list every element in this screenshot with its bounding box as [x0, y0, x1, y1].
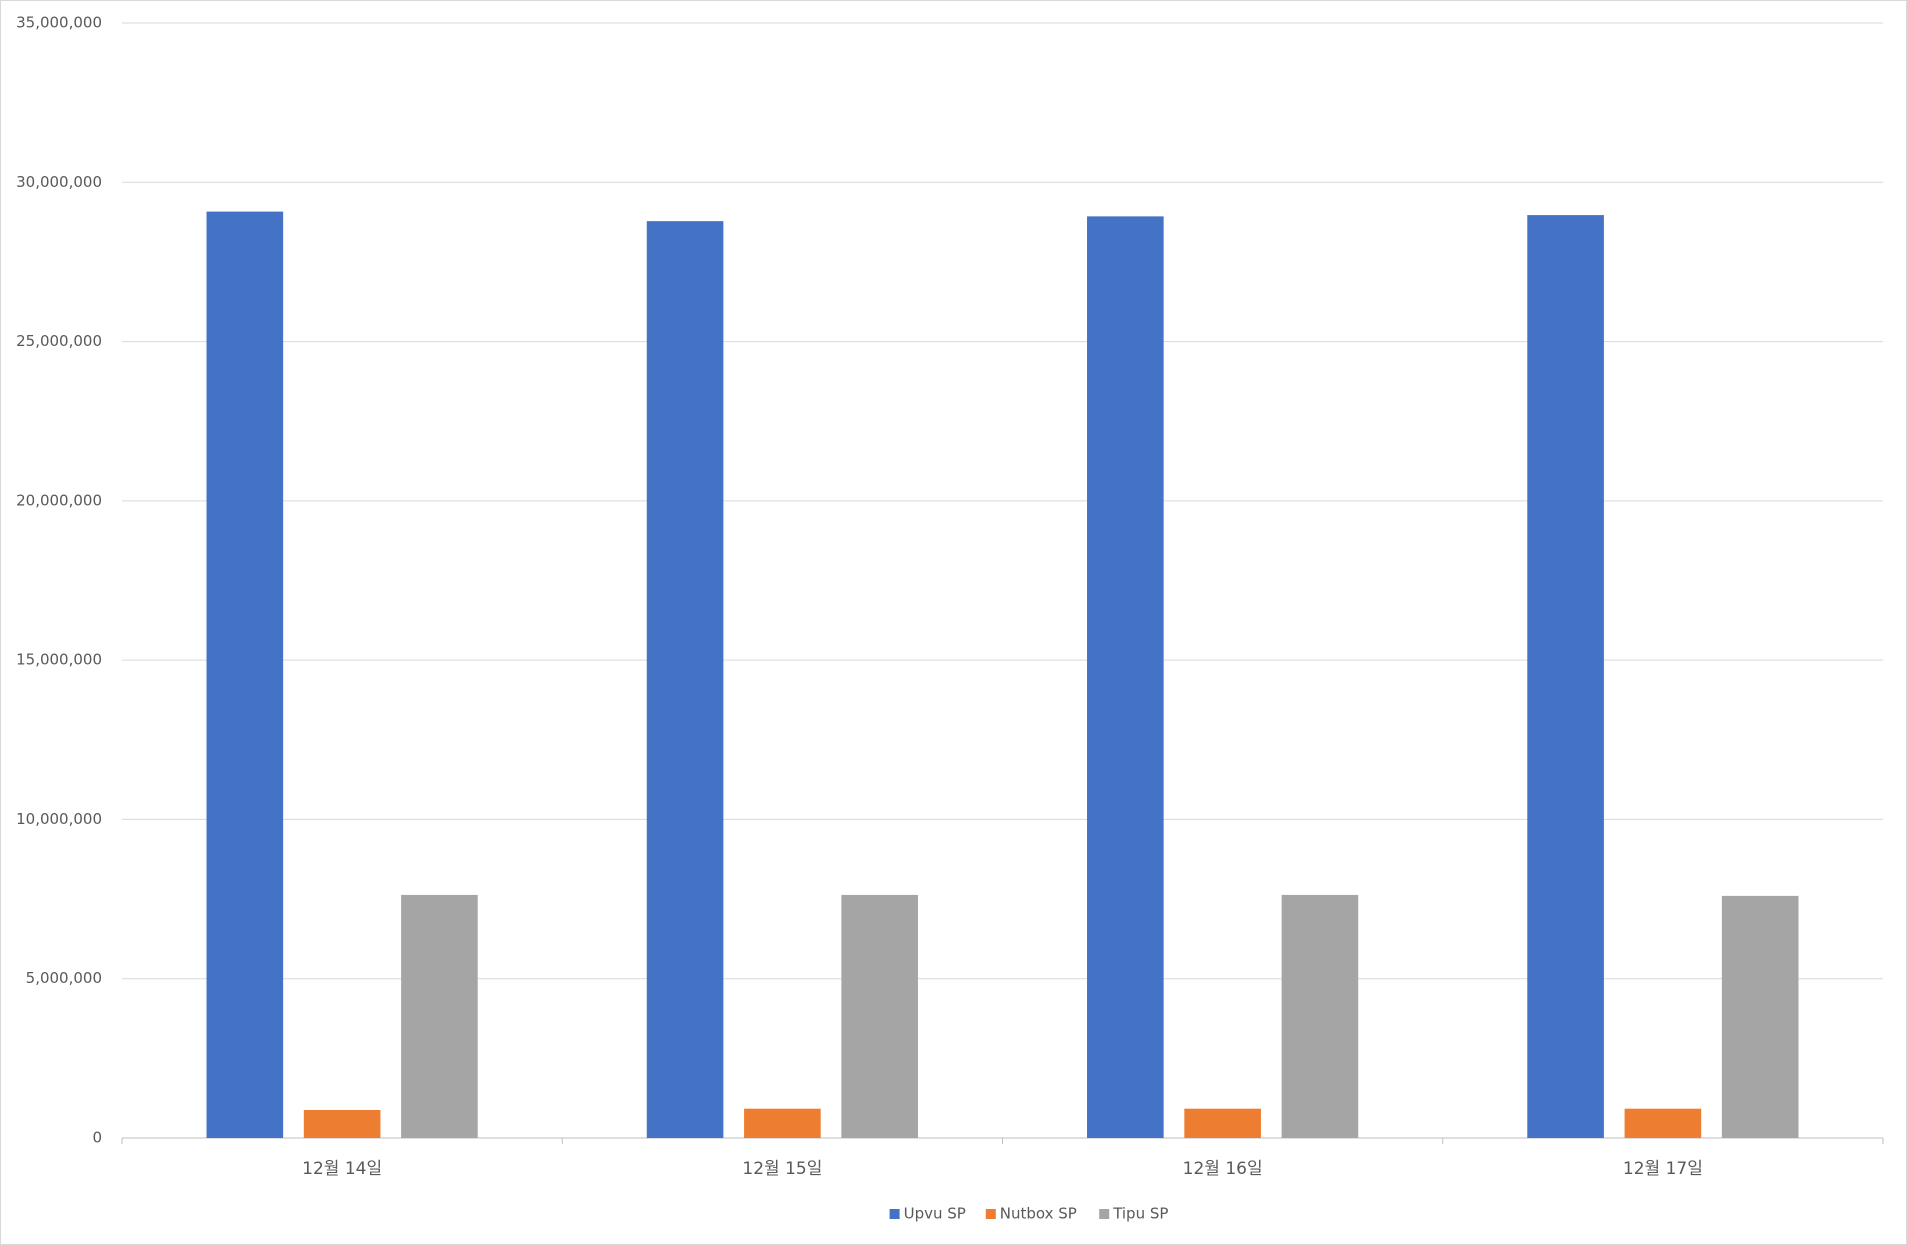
y-tick-label: 35,000,000 [16, 14, 102, 32]
x-tick-label: 12월 17일 [1623, 1159, 1703, 1179]
bar [646, 221, 724, 1138]
bar [1087, 216, 1164, 1138]
bar [1281, 894, 1359, 1138]
bar [841, 894, 918, 1138]
bar [303, 1109, 381, 1138]
legend-label: Upvu SP [904, 1205, 966, 1223]
y-tick-label: 10,000,000 [16, 810, 102, 828]
y-tick-label: 25,000,000 [16, 332, 102, 350]
bar [401, 894, 478, 1138]
legend-swatch [985, 1209, 996, 1219]
y-tick-label: 15,000,000 [16, 651, 102, 669]
bar [1184, 1108, 1261, 1138]
bar [1624, 1108, 1702, 1138]
x-tick-label: 12월 16일 [1183, 1159, 1263, 1179]
bar [1721, 895, 1799, 1138]
bar [744, 1108, 821, 1138]
bar [206, 211, 284, 1138]
bar [1527, 215, 1604, 1138]
y-tick-label: 30,000,000 [16, 173, 102, 191]
legend-label: Nutbox SP [1000, 1205, 1077, 1223]
y-tick-label: 0 [92, 1129, 102, 1147]
x-tick-label: 12월 15일 [742, 1159, 822, 1179]
y-tick-label: 20,000,000 [16, 491, 102, 509]
legend-swatch [1099, 1209, 1110, 1219]
y-tick-label: 5,000,000 [26, 969, 102, 987]
x-tick-label: 12월 14일 [302, 1159, 382, 1179]
legend-label: Tipu SP [1112, 1205, 1168, 1223]
legend-swatch [889, 1209, 900, 1219]
